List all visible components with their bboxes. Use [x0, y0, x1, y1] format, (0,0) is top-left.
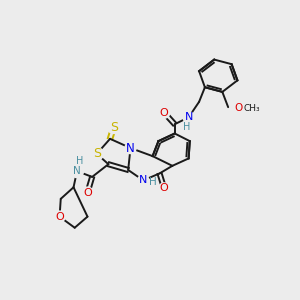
Text: H: H [149, 176, 157, 187]
Circle shape [125, 142, 136, 154]
Text: N: N [126, 142, 135, 154]
Text: CH₃: CH₃ [243, 104, 260, 113]
Text: H: H [183, 122, 190, 132]
Text: O: O [83, 188, 92, 198]
Circle shape [159, 183, 170, 194]
Text: O: O [55, 212, 64, 222]
Text: S: S [110, 121, 118, 134]
Text: N: N [184, 112, 193, 122]
Text: O: O [160, 108, 169, 118]
Text: O: O [235, 103, 243, 113]
Circle shape [70, 165, 83, 178]
Circle shape [138, 175, 149, 186]
Circle shape [54, 211, 65, 222]
Text: O: O [160, 184, 169, 194]
Text: N: N [73, 166, 81, 176]
Circle shape [107, 121, 120, 134]
Circle shape [159, 107, 170, 118]
Text: N: N [139, 176, 148, 185]
Text: H: H [76, 156, 83, 167]
Circle shape [90, 147, 103, 160]
Circle shape [183, 112, 194, 123]
Circle shape [82, 187, 93, 198]
Text: S: S [93, 147, 101, 160]
